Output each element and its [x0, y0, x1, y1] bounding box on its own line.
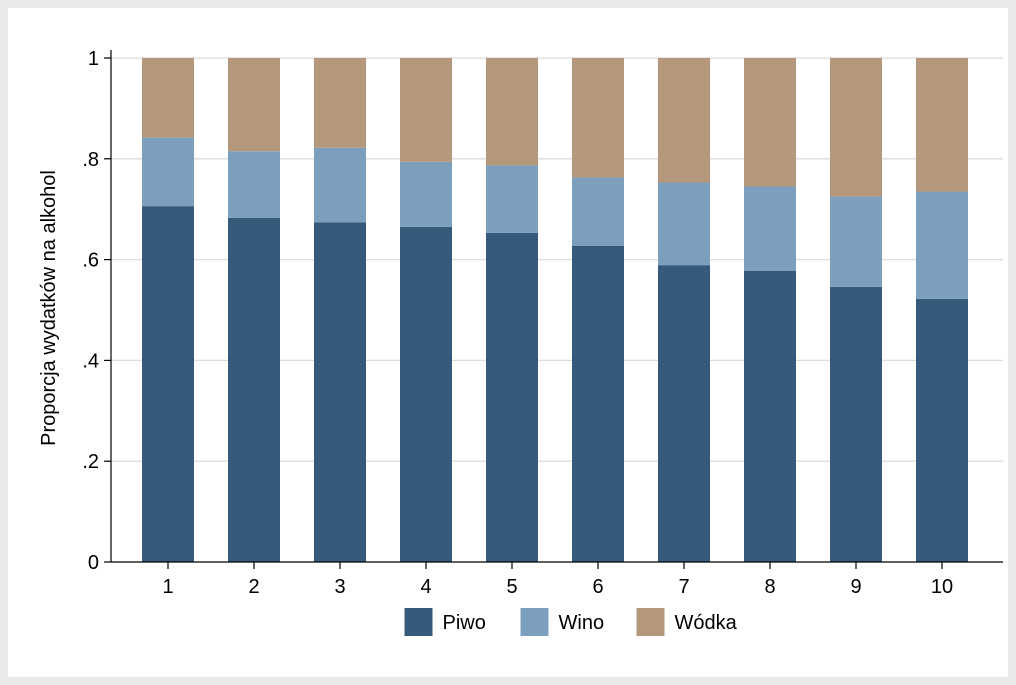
bar-w-dka-4 [400, 58, 452, 162]
axes [110, 50, 1003, 563]
bar-piwo-3 [314, 222, 366, 562]
x-tick-label: 3 [334, 576, 345, 598]
bar-w-dka-8 [744, 58, 796, 187]
bar-piwo-7 [658, 265, 710, 562]
bar-wino-9 [830, 196, 882, 287]
legend-label-wino: Wino [559, 612, 605, 634]
x-tick-label: 10 [931, 576, 953, 598]
bar-wino-10 [916, 191, 968, 299]
x-tick-label: 4 [420, 576, 431, 598]
y-tick-label: 0 [88, 552, 99, 574]
bar-wino-6 [572, 177, 624, 246]
y-tick-label: .6 [82, 250, 99, 272]
x-tick-label: 2 [248, 576, 259, 598]
x-tick-label: 1 [162, 576, 173, 598]
bar-wino-5 [486, 165, 538, 233]
bar-piwo-10 [916, 298, 968, 562]
bar-w-dka-6 [572, 58, 624, 178]
legend-swatch-piwo [404, 608, 433, 636]
y-axis-label: Proporcja wydatków na alkohol [38, 170, 60, 446]
bar-piwo-5 [486, 232, 538, 562]
bar-piwo-6 [572, 245, 624, 562]
bar-piwo-4 [400, 226, 452, 562]
bar-w-dka-5 [486, 58, 538, 166]
legend-label-piwo: Piwo [443, 612, 486, 634]
legend-swatch-w-dka [636, 608, 665, 636]
x-tick-label: 8 [764, 576, 775, 598]
bar-piwo-9 [830, 286, 882, 562]
legend-swatch-wino [520, 608, 549, 636]
bar-wino-8 [744, 186, 796, 271]
x-tick-label: 7 [678, 576, 689, 598]
x-tick-label: 9 [850, 576, 861, 598]
bar-w-dka-3 [314, 58, 366, 148]
bar-w-dka-2 [228, 58, 280, 152]
legend-label-w-dka: Wódka [675, 612, 738, 634]
bar-piwo-2 [228, 217, 280, 562]
y-tick-label: .4 [82, 350, 99, 372]
bar-wino-7 [658, 182, 710, 266]
bar-w-dka-10 [916, 58, 968, 192]
y-tick-label: .2 [82, 451, 99, 473]
bar-piwo-8 [744, 270, 796, 562]
bar-piwo-1 [142, 206, 194, 562]
bars [142, 58, 968, 562]
y-ticks: 0 .2 .4 .6 .8 1 [82, 48, 111, 574]
bar-wino-4 [400, 161, 452, 227]
bar-wino-2 [228, 151, 280, 218]
bar-wino-1 [142, 137, 194, 207]
legend: Piwo Wino Wódka [404, 608, 738, 636]
y-tick-label: .8 [82, 149, 99, 171]
x-tick-label: 5 [506, 576, 517, 598]
stacked-bar-chart: 0 .2 .4 .6 .8 1 1 2 3 4 5 6 7 8 9 10 Proporcja wydatkó… [38, 48, 1003, 636]
bar-w-dka-7 [658, 58, 710, 183]
bar-w-dka-1 [142, 58, 194, 138]
bar-w-dka-9 [830, 58, 882, 197]
bar-wino-3 [314, 147, 366, 223]
x-ticks: 1 2 3 4 5 6 7 8 9 10 [162, 562, 953, 598]
y-tick-label: 1 [88, 48, 99, 70]
x-tick-label: 6 [592, 576, 603, 598]
chart-frame: 0 .2 .4 .6 .8 1 1 2 3 4 5 6 7 8 9 10 Proporcja wydatkó… [8, 8, 1008, 677]
